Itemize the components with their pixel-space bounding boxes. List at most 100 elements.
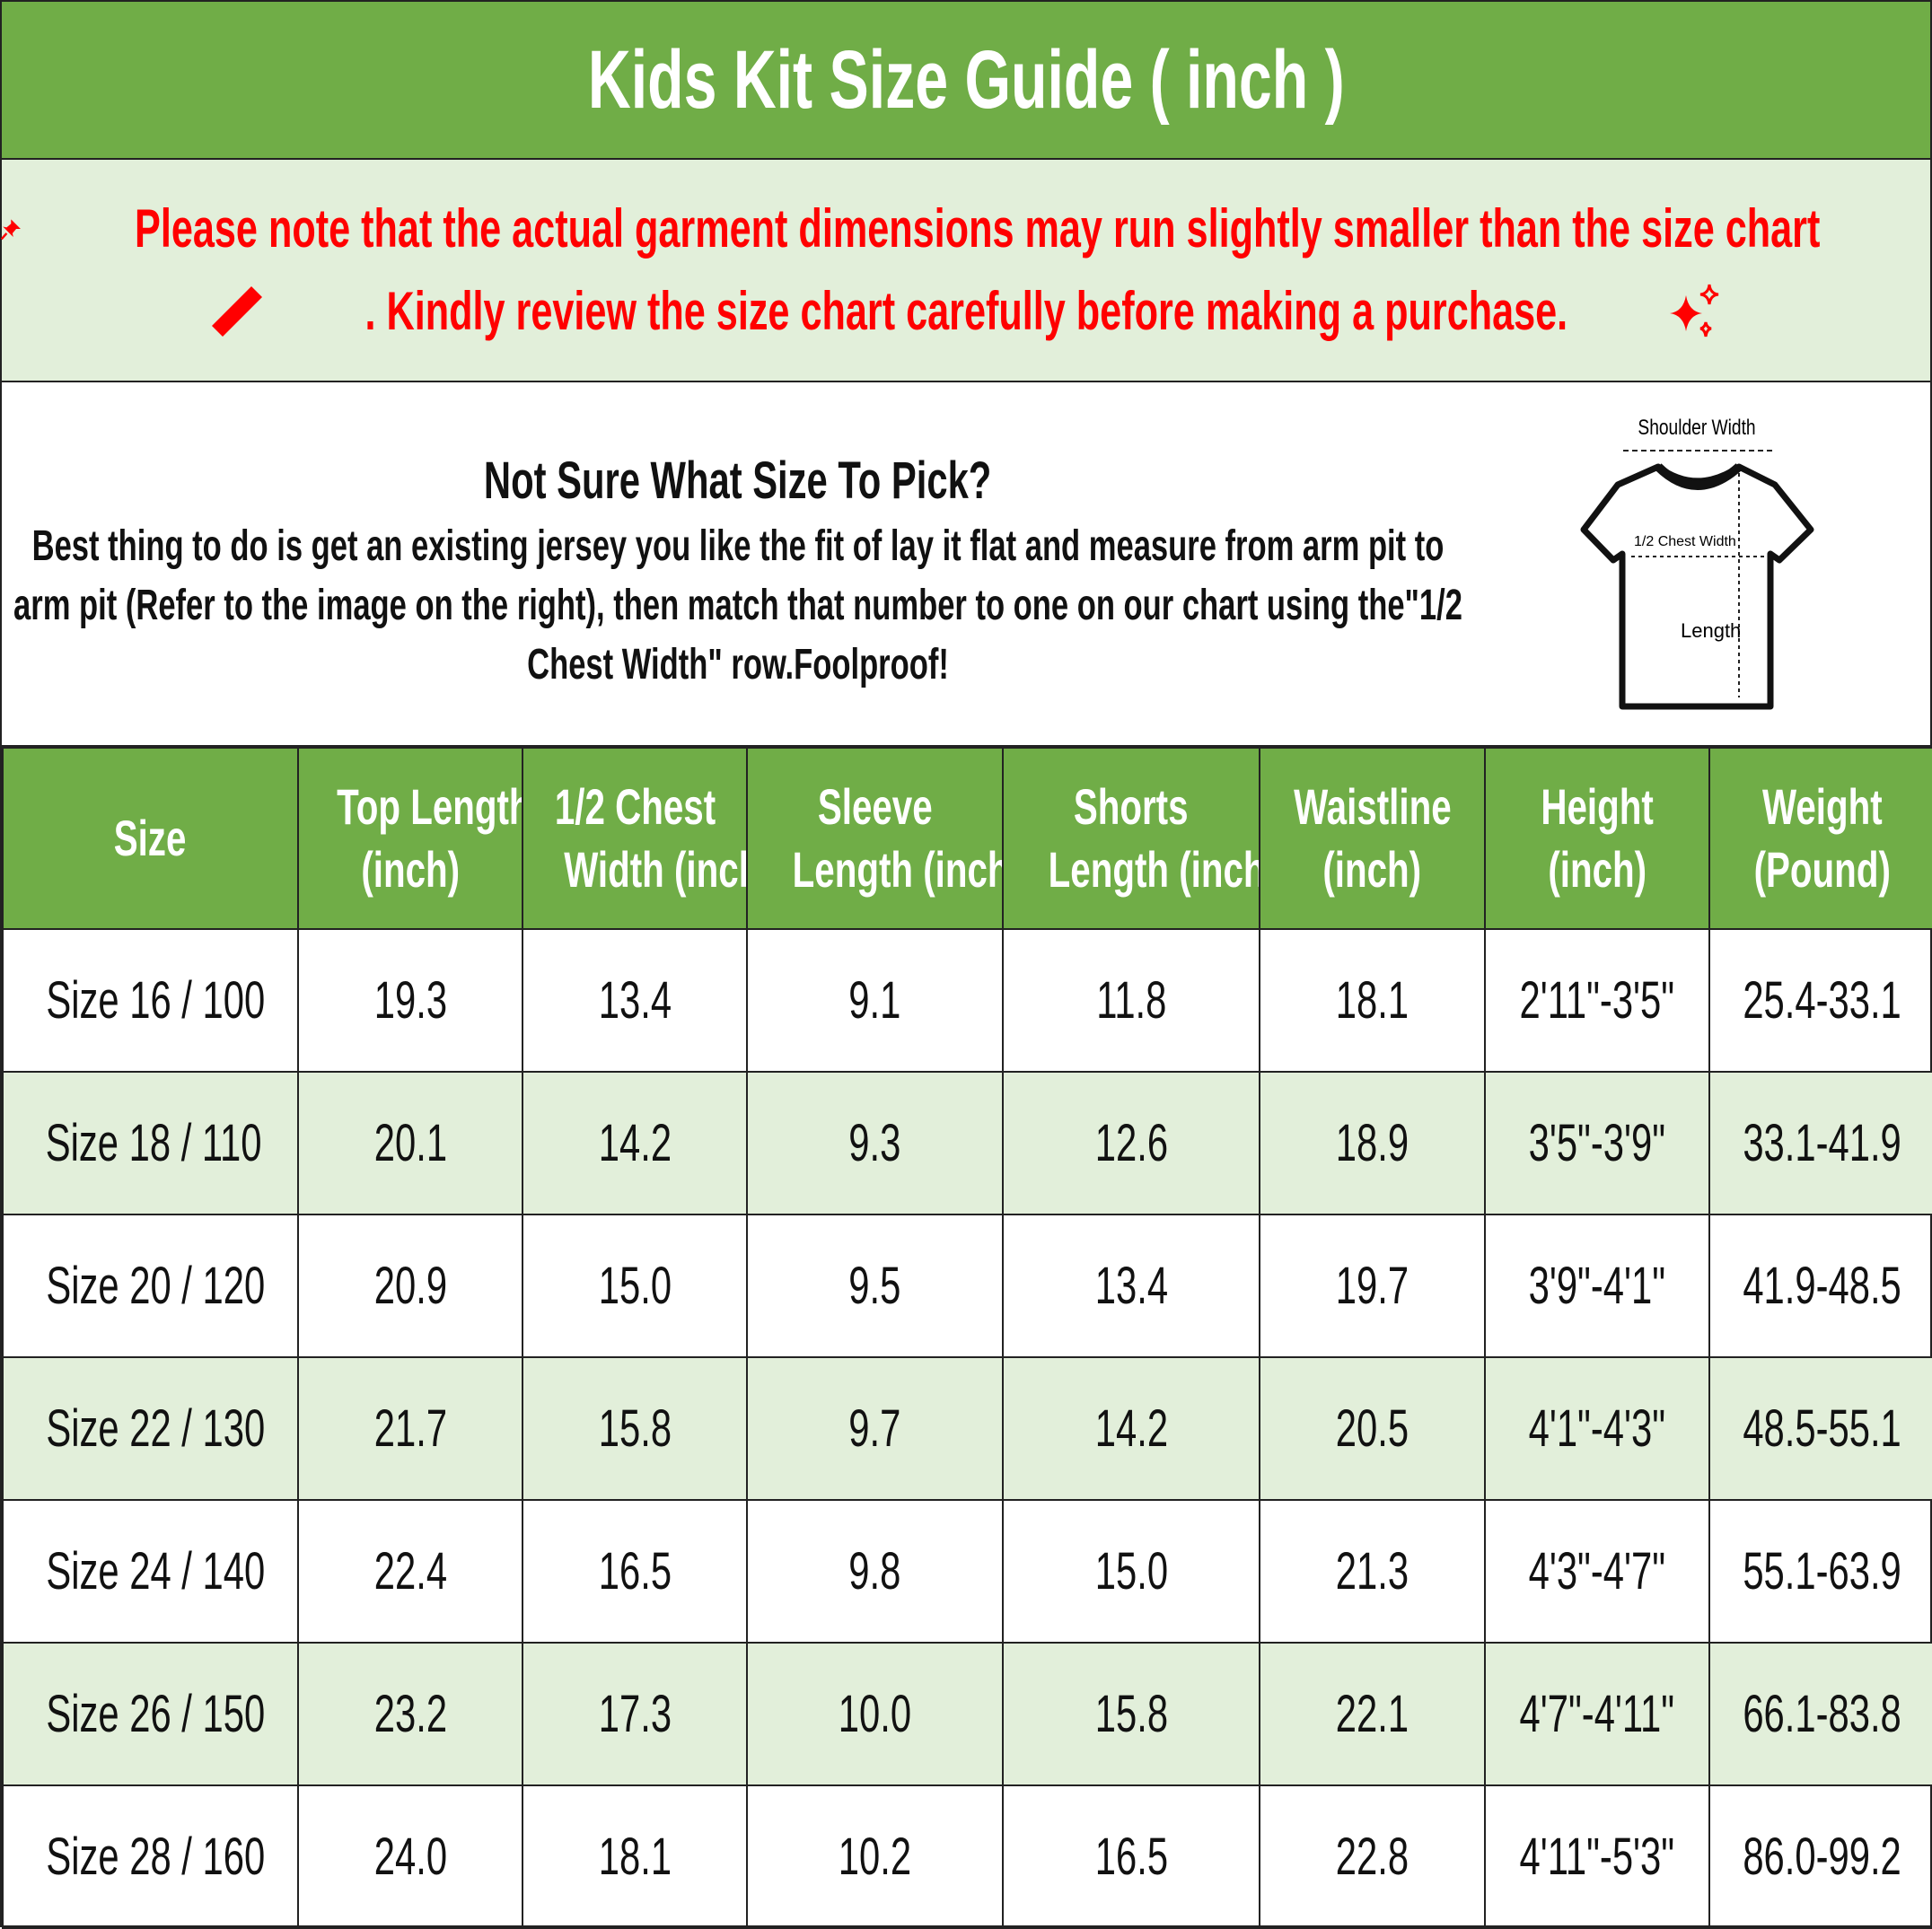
chest-width-label: 1/2 Chest Width — [1634, 534, 1736, 549]
table-cell: 4'7"-4'11" — [1484, 1642, 1710, 1786]
title-bar: Kids Kit Size Guide ( inch ) — [2, 2, 1930, 160]
table-cell: 20.5 — [1259, 1356, 1486, 1501]
cell-value: 18.9 — [1335, 1114, 1409, 1172]
cell-value: 13.4 — [1094, 1257, 1168, 1315]
cell-value: Size 26 / 150 — [46, 1685, 266, 1743]
cell-value: 55.1-63.9 — [1743, 1542, 1901, 1600]
info-body: Best thing to do is get an existing jers… — [13, 522, 1462, 688]
cell-value: 15.0 — [1094, 1542, 1168, 1600]
header-label: (inch) — [1322, 841, 1422, 898]
table-cell: 4'1"-4'3" — [1484, 1356, 1710, 1501]
cell-value: 18.1 — [1335, 971, 1409, 1030]
table-cell: 41.9-48.5 — [1708, 1214, 1932, 1358]
table-cell: 48.5-55.1 — [1708, 1356, 1932, 1501]
table-cell: 33.1-41.9 — [1708, 1071, 1932, 1215]
table-cell: 15.0 — [1002, 1499, 1260, 1644]
cell-value: Size 20 / 120 — [46, 1257, 266, 1315]
header-label: (inch) — [361, 841, 460, 898]
cell-value: 9.1 — [848, 971, 901, 1030]
cell-value: 41.9-48.5 — [1743, 1257, 1901, 1315]
cell-value: 48.5-55.1 — [1743, 1399, 1901, 1458]
table-cell: 18.1 — [522, 1784, 748, 1929]
table-cell: 16.5 — [522, 1499, 748, 1644]
table-cell: 66.1-83.8 — [1708, 1642, 1932, 1786]
cell-value: 10.2 — [838, 1828, 912, 1886]
cell-value: 20.9 — [373, 1257, 447, 1315]
table-cell: 10.0 — [746, 1642, 1004, 1786]
cell-value: 21.7 — [373, 1399, 447, 1458]
tshirt-diagram: Shoulder Width 1/2 Chest Width Length — [1580, 415, 1814, 710]
header-label: Width (inch) — [564, 841, 745, 898]
table-cell: 14.2 — [522, 1071, 748, 1215]
cell-value: 16.5 — [1094, 1828, 1168, 1886]
table-cell: 20.1 — [297, 1071, 523, 1215]
header-label: (Pound) — [1753, 841, 1891, 898]
header-label: Sleeve — [817, 778, 933, 835]
cell-value: Size 22 / 130 — [46, 1399, 266, 1458]
size-table: Size Top Length (inch) 1/2 Chest Width (inch… — [2, 747, 1932, 1929]
header-label: Length (inch) — [792, 841, 1003, 898]
table-cell: Size 22 / 130 — [2, 1356, 299, 1501]
cell-value: 17.3 — [598, 1685, 672, 1743]
header-label: Length (inch) — [1048, 841, 1260, 898]
column-header: Size — [2, 747, 299, 930]
cell-value: 13.4 — [598, 971, 672, 1030]
cell-value: 22.4 — [373, 1542, 447, 1600]
header-label: Shorts — [1074, 778, 1189, 835]
column-header: Waistline (inch) — [1259, 747, 1486, 930]
table-row: Size 16 / 100 19.3 13.4 9.1 11.8 18.1 2'11"-3'… — [2, 928, 1932, 1073]
ruler-icon — [211, 286, 262, 337]
header-label: (inch) — [1548, 841, 1647, 898]
cell-value: 20.1 — [373, 1114, 447, 1172]
table-cell: 12.6 — [1002, 1071, 1260, 1215]
table-cell: 21.3 — [1259, 1499, 1486, 1644]
column-header: Weight (Pound) — [1708, 747, 1932, 930]
table-cell: 14.2 — [1002, 1356, 1260, 1501]
cell-value: 4'7"-4'11" — [1519, 1685, 1675, 1743]
cell-value: 9.8 — [848, 1542, 901, 1600]
table-row: Size 18 / 110 20.1 14.2 9.3 12.6 18.9 3'5"-3'9… — [2, 1071, 1932, 1215]
cell-value: 3'5"-3'9" — [1528, 1114, 1666, 1172]
table-header-row: Size Top Length (inch) 1/2 Chest Width (inch… — [2, 747, 1932, 930]
cell-value: 14.2 — [1094, 1399, 1168, 1458]
cell-value: 20.5 — [1335, 1399, 1409, 1458]
header-label: Waistline — [1293, 778, 1452, 835]
cell-value: 86.0-99.2 — [1743, 1828, 1901, 1886]
table-cell: 19.7 — [1259, 1214, 1486, 1358]
cell-value: 19.3 — [373, 971, 447, 1030]
header-label: 1/2 Chest — [554, 778, 716, 835]
header-label: Height — [1541, 778, 1654, 835]
table-cell: 22.8 — [1259, 1784, 1486, 1929]
cell-value: 9.7 — [848, 1399, 901, 1458]
cell-value: 18.1 — [598, 1828, 672, 1886]
table-cell: 11.8 — [1002, 928, 1260, 1073]
cell-value: 25.4-33.1 — [1743, 971, 1901, 1030]
cell-value: 9.3 — [848, 1114, 901, 1172]
table-cell: 19.3 — [297, 928, 523, 1073]
table-cell: 22.1 — [1259, 1642, 1486, 1786]
table-cell: 9.5 — [746, 1214, 1004, 1358]
pushpin-icon — [0, 219, 21, 241]
table-cell: 15.8 — [1002, 1642, 1260, 1786]
table-cell: 13.4 — [1002, 1214, 1260, 1358]
header-label: Weight — [1761, 778, 1883, 835]
header-label: Top Length — [337, 778, 523, 835]
shoulder-width-label: Shoulder Width — [1638, 415, 1755, 440]
table-cell: 9.8 — [746, 1499, 1004, 1644]
table-cell: Size 16 / 100 — [2, 928, 299, 1073]
table-cell: 4'11"-5'3" — [1484, 1784, 1710, 1929]
table-cell: 17.3 — [522, 1642, 748, 1786]
table-row: Size 20 / 120 20.9 15.0 9.5 13.4 19.7 3'9"-4'1… — [2, 1214, 1932, 1358]
length-label: Length — [1681, 619, 1741, 642]
column-header: Shorts Length (inch) — [1002, 747, 1260, 930]
table-row: Size 22 / 130 21.7 15.8 9.7 14.2 20.5 4'1"-4'3… — [2, 1356, 1932, 1501]
cell-value: 22.1 — [1335, 1685, 1409, 1743]
table-cell: 15.8 — [522, 1356, 748, 1501]
table-cell: 23.2 — [297, 1642, 523, 1786]
cell-value: 15.0 — [598, 1257, 672, 1315]
cell-value: 33.1-41.9 — [1743, 1114, 1901, 1172]
table-cell: 2'11"-3'5" — [1484, 928, 1710, 1073]
notice-line-1: Please note that the actual garment dime… — [134, 198, 1820, 259]
notice-line-2: . Kindly review the size chart carefully… — [364, 281, 1568, 341]
page-title: Kids Kit Size Guide ( inch ) — [587, 33, 1345, 126]
